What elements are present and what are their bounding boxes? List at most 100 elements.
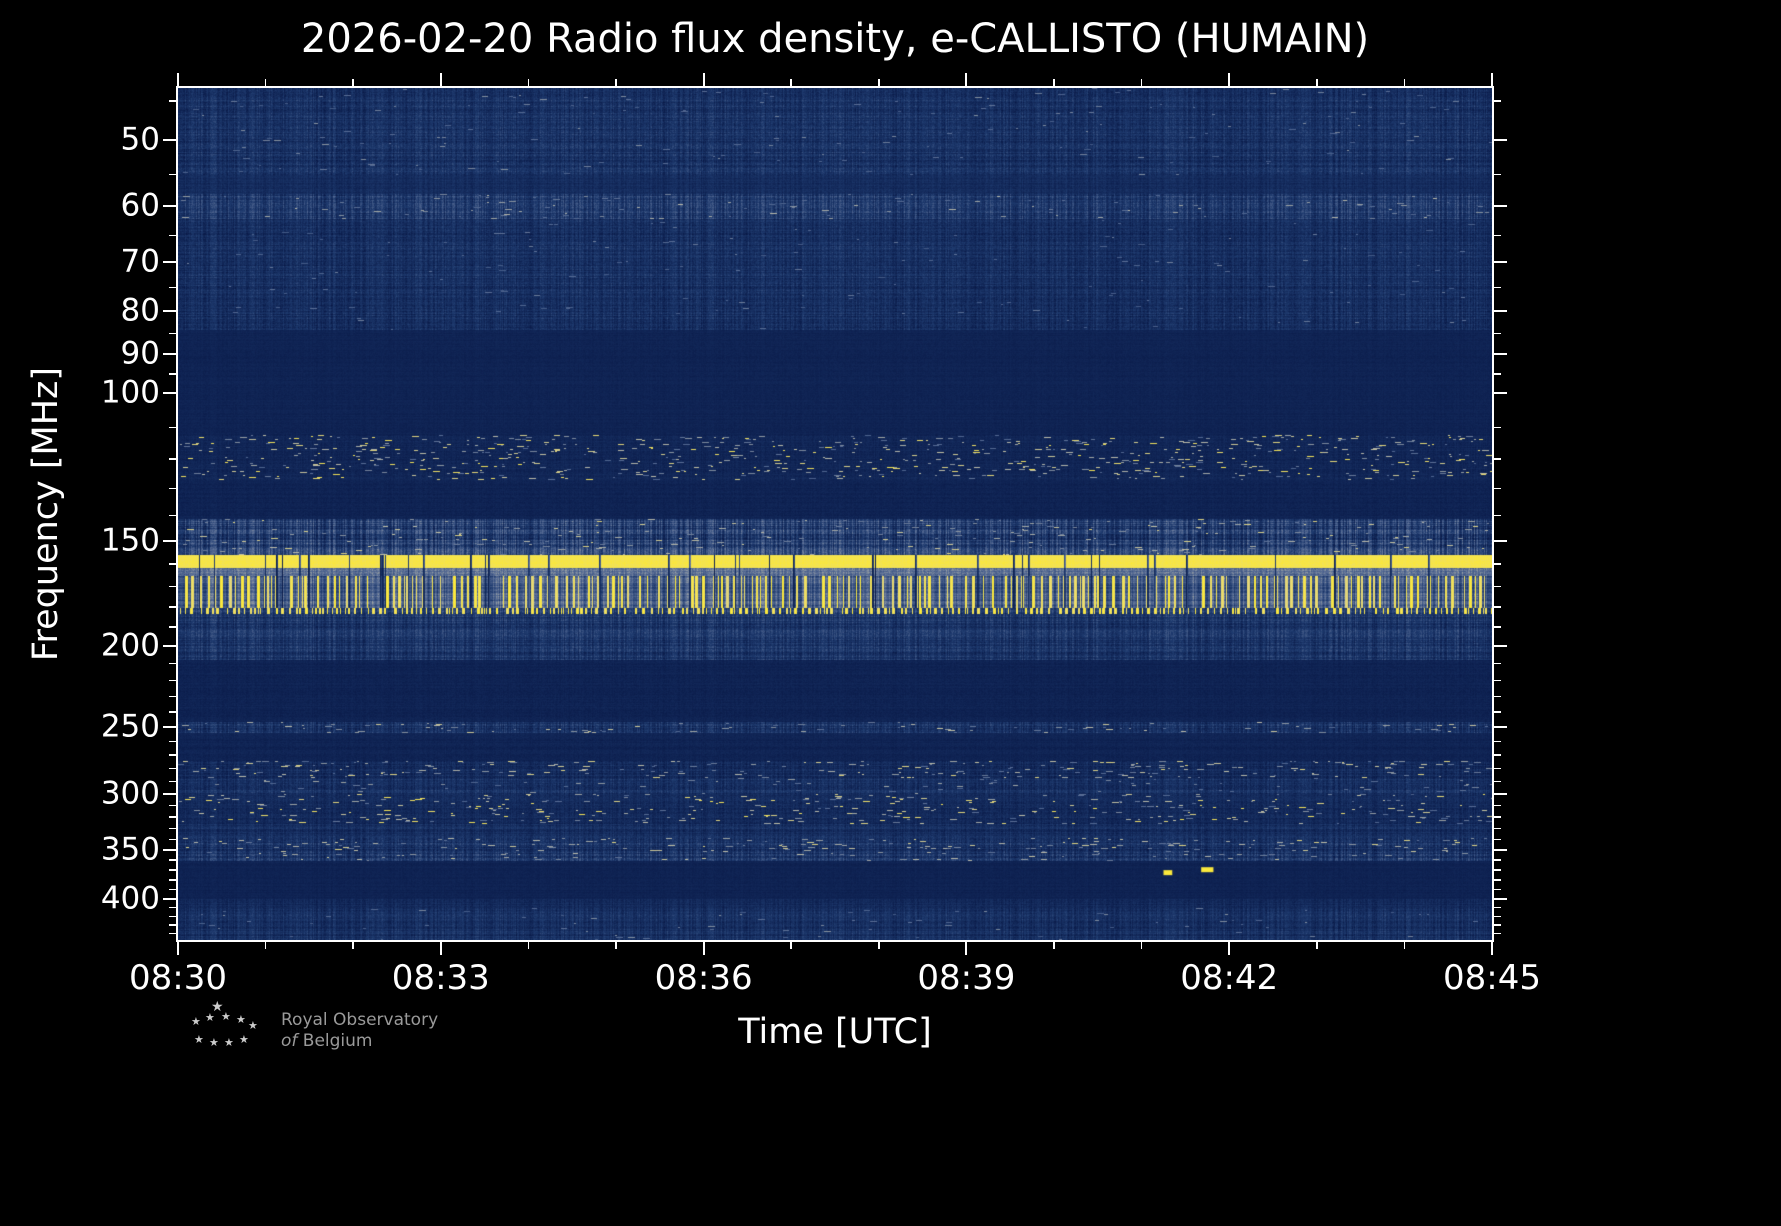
tick-mark bbox=[439, 942, 442, 955]
tick-mark bbox=[1494, 906, 1501, 909]
tick-mark bbox=[163, 261, 176, 264]
tick-mark bbox=[169, 286, 176, 289]
tick-mark bbox=[169, 932, 176, 935]
star-icon: ★ bbox=[221, 1010, 231, 1023]
tick-mark bbox=[1494, 780, 1501, 782]
x-tick-label: 08:42 bbox=[1180, 958, 1279, 998]
tick-mark bbox=[1140, 942, 1143, 949]
tick-mark bbox=[1491, 73, 1493, 86]
tick-mark bbox=[169, 332, 176, 335]
tick-mark bbox=[1494, 726, 1507, 729]
y-tick-label: 60 bbox=[120, 187, 160, 224]
tick-mark bbox=[169, 804, 176, 807]
tick-mark bbox=[1494, 662, 1501, 665]
star-icon: ★ bbox=[209, 1036, 219, 1049]
tick-mark bbox=[965, 942, 968, 955]
tick-mark bbox=[163, 897, 176, 900]
x-axis-label: Time [UTC] bbox=[738, 1012, 932, 1052]
footer: ★ ★ ★ ★ ★ ★ ★ ★ ★ ★ Royal Observatory of Belgium bbox=[185, 1000, 438, 1056]
tick-mark bbox=[163, 726, 176, 729]
tick-mark bbox=[169, 816, 176, 818]
tick-mark bbox=[1494, 792, 1507, 795]
tick-mark bbox=[169, 234, 176, 237]
tick-mark bbox=[1494, 514, 1501, 517]
tick-mark bbox=[169, 679, 176, 682]
tick-mark bbox=[352, 79, 354, 86]
x-tick-label: 08:39 bbox=[917, 958, 1016, 998]
tick-mark bbox=[169, 754, 176, 756]
tick-mark bbox=[163, 310, 176, 313]
tick-mark bbox=[1494, 711, 1501, 713]
tick-mark bbox=[1494, 606, 1501, 608]
tick-mark bbox=[1494, 827, 1501, 830]
tick-mark bbox=[1494, 426, 1501, 429]
tick-mark bbox=[1494, 804, 1501, 807]
tick-mark bbox=[177, 942, 179, 955]
x-tick-label: 08:30 bbox=[129, 958, 227, 998]
tick-mark bbox=[163, 205, 176, 208]
tick-mark bbox=[527, 79, 530, 86]
tick-mark bbox=[1494, 391, 1507, 394]
tick-mark bbox=[1494, 888, 1501, 891]
tick-mark bbox=[1494, 373, 1501, 375]
star-icon: ★ bbox=[224, 1036, 234, 1049]
tick-mark bbox=[1494, 695, 1501, 698]
tick-mark bbox=[790, 942, 792, 949]
tick-mark bbox=[163, 353, 176, 356]
tick-mark bbox=[1494, 585, 1501, 588]
tick-mark bbox=[1494, 261, 1507, 264]
tick-mark bbox=[1494, 100, 1501, 102]
tick-mark bbox=[1494, 915, 1501, 918]
tick-mark bbox=[1494, 740, 1501, 743]
tick-mark bbox=[1494, 754, 1501, 756]
y-tick-label: 200 bbox=[100, 626, 160, 663]
y-tick-label: 50 bbox=[120, 120, 160, 157]
tick-mark bbox=[1494, 310, 1507, 313]
tick-mark bbox=[169, 859, 176, 861]
tick-mark bbox=[169, 906, 176, 909]
tick-mark bbox=[169, 827, 176, 830]
y-axis-label: Frequency [MHz] bbox=[26, 366, 66, 662]
tick-mark bbox=[1494, 869, 1501, 871]
tick-mark bbox=[1494, 767, 1501, 770]
tick-mark bbox=[169, 100, 176, 102]
tick-mark bbox=[177, 73, 179, 86]
tick-mark bbox=[163, 391, 176, 394]
tick-mark bbox=[169, 740, 176, 743]
tick-mark bbox=[1494, 848, 1507, 851]
tick-mark bbox=[1494, 205, 1507, 208]
rob-name-belgium: Belgium bbox=[302, 1031, 373, 1051]
tick-mark bbox=[1053, 942, 1055, 949]
tick-mark bbox=[1494, 859, 1501, 861]
tick-mark bbox=[169, 695, 176, 698]
y-tick-label: 70 bbox=[120, 243, 160, 280]
tick-mark bbox=[1316, 79, 1318, 86]
tick-mark bbox=[169, 373, 176, 375]
tick-mark bbox=[1494, 487, 1501, 490]
tick-mark bbox=[169, 915, 176, 918]
tick-mark bbox=[169, 879, 176, 881]
tick-mark bbox=[1494, 816, 1501, 818]
y-tick-label: 250 bbox=[100, 708, 160, 745]
tick-mark bbox=[527, 942, 530, 949]
tick-mark bbox=[1494, 234, 1501, 237]
tick-mark bbox=[1494, 679, 1501, 682]
tick-mark bbox=[1494, 932, 1501, 935]
tick-mark bbox=[1494, 563, 1501, 565]
tick-mark bbox=[965, 73, 968, 86]
tick-mark bbox=[1494, 286, 1501, 289]
tick-mark bbox=[1491, 942, 1493, 955]
x-tick-label: 08:36 bbox=[654, 958, 753, 998]
rob-name-line2: of Belgium bbox=[281, 1031, 438, 1052]
tick-mark bbox=[169, 458, 176, 460]
tick-mark bbox=[169, 426, 176, 429]
tick-mark bbox=[264, 79, 267, 86]
tick-mark bbox=[1228, 73, 1231, 86]
tick-mark bbox=[169, 173, 176, 176]
y-tick-label: 100 bbox=[100, 373, 160, 410]
rob-name-of: of bbox=[281, 1031, 298, 1051]
tick-mark bbox=[169, 711, 176, 713]
tick-mark bbox=[1494, 458, 1501, 460]
tick-mark bbox=[163, 848, 176, 851]
